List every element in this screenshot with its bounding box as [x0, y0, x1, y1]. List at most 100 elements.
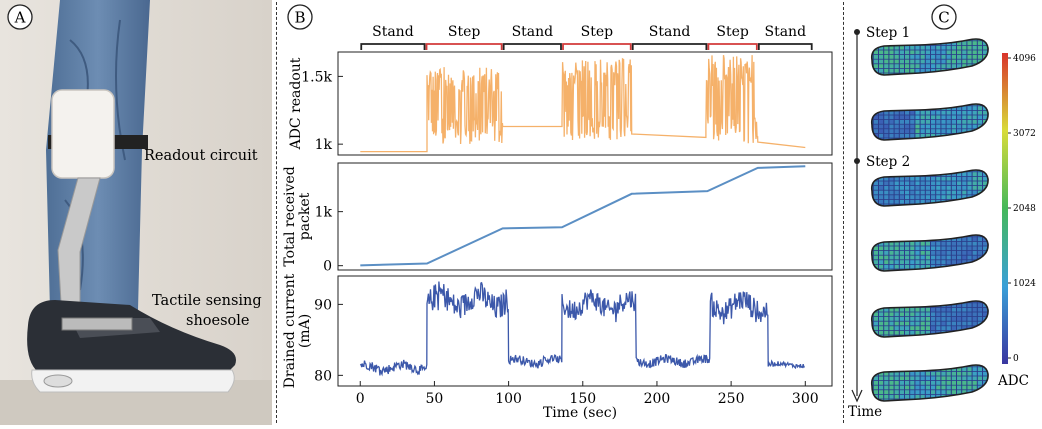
- insole-cell: [983, 115, 988, 120]
- insole-cell: [899, 330, 904, 335]
- insole-cell: [988, 204, 992, 208]
- insole-cell: [967, 78, 971, 82]
- insole-cell: [925, 330, 930, 335]
- insole-cell: [946, 255, 951, 260]
- insole-cell: [873, 104, 878, 106]
- insole-cell: [931, 50, 936, 55]
- insole-cell: [925, 115, 930, 120]
- y-tick-label-3-0: 80: [314, 368, 332, 384]
- insole-cell: [983, 195, 988, 199]
- insole-cell: [921, 274, 925, 278]
- insole-cell: [972, 190, 977, 195]
- insole-cell: [925, 204, 930, 206]
- insole-cell: [884, 50, 889, 55]
- insole-cell: [936, 45, 941, 50]
- insole-cell: [983, 39, 988, 41]
- insole-cell: [967, 204, 972, 206]
- insole-cell: [941, 129, 946, 133]
- insole-cell: [951, 390, 956, 394]
- insole-cell: [879, 143, 883, 147]
- insole-cell: [894, 45, 899, 50]
- insole-cell: [884, 264, 889, 269]
- insole-cell: [915, 404, 919, 408]
- insole-cell: [910, 133, 915, 138]
- insole-cell: [967, 50, 972, 55]
- insole-cell: [884, 371, 889, 376]
- insole-cell: [899, 195, 904, 199]
- phase-brackets: Stand Step Stand Step Stand Step Stand: [360, 24, 813, 50]
- insole-cell: [988, 363, 992, 367]
- insole-cell: [873, 321, 878, 326]
- insole-cell: [962, 367, 967, 371]
- insole-cell: [884, 312, 889, 317]
- insole-cell: [873, 190, 878, 195]
- insole-cell: [879, 41, 884, 45]
- insole-cell: [910, 170, 915, 172]
- insole-cell: [899, 115, 904, 120]
- insole-cell: [915, 340, 919, 344]
- insole-cell: [910, 195, 915, 199]
- insole-cell: [988, 269, 992, 273]
- insole-cell: [915, 190, 920, 195]
- panel-b: B Stand Step Stand Step Stand Step Stand 1k 1.5…: [280, 0, 840, 425]
- insole-cell: [988, 41, 992, 45]
- insole-cell: [920, 330, 925, 335]
- insole-cell: [910, 78, 914, 82]
- readout-circuit-box: [51, 89, 115, 179]
- phase-label-1: Step: [448, 24, 481, 40]
- insole-cell: [967, 307, 972, 312]
- insole-cell: [873, 237, 878, 241]
- insole-cell: [871, 335, 873, 337]
- insole-cell: [884, 45, 889, 50]
- insole-cell: [879, 241, 884, 246]
- insole-cell: [951, 241, 956, 246]
- insole-cell: [983, 209, 987, 213]
- insole-cell: [879, 235, 884, 237]
- insole-cell: [983, 301, 988, 303]
- insole-cell: [967, 110, 972, 115]
- insole-cell: [905, 330, 910, 335]
- insole-cell: [972, 381, 977, 385]
- insole-cell: [873, 260, 878, 264]
- insole-cell: [920, 264, 925, 269]
- insole-cell: [910, 365, 915, 367]
- insole-cell: [899, 312, 904, 317]
- insole-cell: [988, 200, 992, 204]
- insole-cell: [962, 312, 967, 317]
- step2-label: Step 2: [866, 154, 910, 170]
- insole-cell: [936, 50, 941, 55]
- insole-cell: [946, 246, 951, 251]
- insole-cell: [920, 170, 925, 172]
- x-tick-label-3: 150: [569, 391, 596, 407]
- insole-cell: [972, 330, 977, 335]
- insole-cell: [931, 399, 936, 401]
- insole-cell: [894, 133, 899, 138]
- insole-cell: [946, 115, 951, 120]
- insole-cell: [936, 138, 941, 140]
- y-axis-label-2-line1: Total received: [282, 166, 298, 266]
- insole-cell: [879, 176, 884, 181]
- insole-cell: [899, 59, 904, 64]
- insole-cell: [900, 274, 904, 278]
- insole-cell: [884, 104, 889, 106]
- insole-cell: [988, 102, 992, 106]
- insole-cell: [957, 235, 962, 237]
- insole-cell: [915, 376, 920, 381]
- insole-cell: [983, 394, 988, 399]
- insole-cell: [920, 115, 925, 120]
- insole-cell: [946, 376, 951, 381]
- insole-cell: [895, 143, 899, 147]
- insole-cell: [951, 317, 956, 321]
- insole-cell: [951, 50, 956, 55]
- insole-cell: [957, 246, 962, 251]
- insole-cell: [951, 195, 956, 199]
- insole-cell: [894, 55, 899, 59]
- insole-cell: [936, 186, 941, 190]
- insole-cell: [957, 106, 962, 110]
- insole-cell: [977, 133, 982, 138]
- insole-cell: [972, 176, 977, 181]
- insole-cell: [925, 39, 930, 41]
- insole-cell: [936, 269, 941, 271]
- insole-cell: [946, 399, 951, 401]
- insole-cell: [920, 371, 925, 376]
